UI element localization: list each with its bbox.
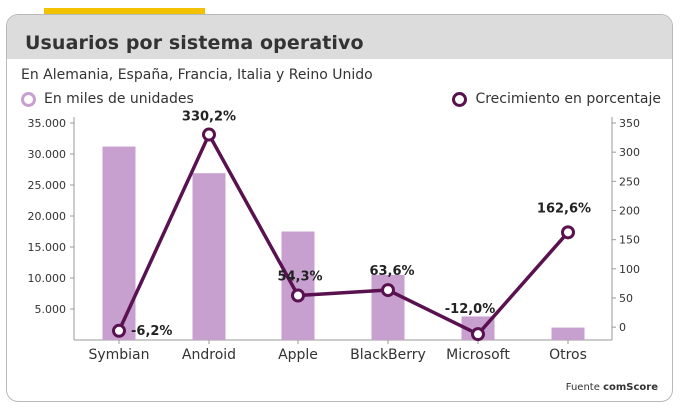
right-tick-label: 0 [619, 321, 626, 334]
left-tick-label: 20.000 [28, 210, 67, 223]
right-tick-label: 300 [619, 146, 640, 159]
right-tick-label: 250 [619, 175, 640, 188]
legend-line-marker [452, 91, 468, 107]
data-label: 330,2% [182, 110, 236, 125]
left-tick-label: 30.000 [28, 148, 67, 161]
source-name: comScore [603, 382, 658, 393]
data-label: -6,2% [131, 324, 172, 339]
axes-layer: 35.000 30.000 25.000 20.000 15.000 10.000 5.00… [28, 117, 640, 363]
line-point [291, 288, 305, 303]
series-line [117, 132, 570, 336]
right-tick-label: 100 [619, 263, 640, 276]
chart-title: Usuarios por sistema operativo [25, 32, 364, 54]
x-tick-label: Microsoft [446, 347, 510, 363]
legend-bars-marker [21, 91, 36, 107]
legend-line: Crecimiento en porcentaje [452, 91, 661, 107]
line-point [202, 127, 216, 142]
left-tick-label: 10.000 [28, 272, 67, 285]
right-tick-label: 200 [619, 205, 640, 218]
legend-bars-label: En miles de unidades [44, 91, 194, 107]
x-tick-label: BlackBerry [350, 347, 426, 363]
line-layer [112, 127, 575, 342]
source-label: Fuente [565, 382, 600, 393]
left-tick-label: 35.000 [28, 117, 67, 130]
bar [551, 327, 585, 340]
data-label: 54,3% [277, 269, 322, 284]
left-tick-label: 15.000 [28, 241, 67, 254]
left-tick-label: 5.000 [35, 303, 67, 316]
bar [192, 173, 226, 340]
x-tick-label: Apple [278, 347, 318, 363]
labels-layer: -6,2% 330,2% 54,3% 63,6% -12,0% 162,6% [131, 110, 591, 339]
data-label: -12,0% [445, 302, 496, 317]
right-tick-label: 50 [619, 292, 633, 305]
line-point [381, 283, 395, 298]
bars-layer [102, 146, 585, 340]
chart-subtitle: En Alemania, España, Francia, Italia y R… [21, 67, 373, 83]
legend-line-label: Crecimiento en porcentaje [475, 91, 661, 107]
x-tick-label: Otros [549, 347, 587, 363]
data-label: 63,6% [369, 264, 414, 279]
line-point [112, 323, 126, 338]
right-tick-label: 350 [619, 117, 640, 130]
line-point [471, 327, 485, 342]
source-note: Fuente comScore [566, 382, 658, 393]
left-tick-label: 25.000 [28, 179, 67, 192]
data-label: 162,6% [537, 201, 591, 216]
line-point [561, 225, 575, 240]
x-tick-label: Android [182, 347, 236, 363]
x-tick-label: Symbian [88, 347, 149, 363]
bar [281, 231, 315, 340]
title-band: Usuarios por sistema operativo [7, 15, 672, 59]
legend-bars: En miles de unidades [21, 91, 194, 107]
right-tick-label: 150 [619, 234, 640, 247]
bar [102, 146, 136, 340]
